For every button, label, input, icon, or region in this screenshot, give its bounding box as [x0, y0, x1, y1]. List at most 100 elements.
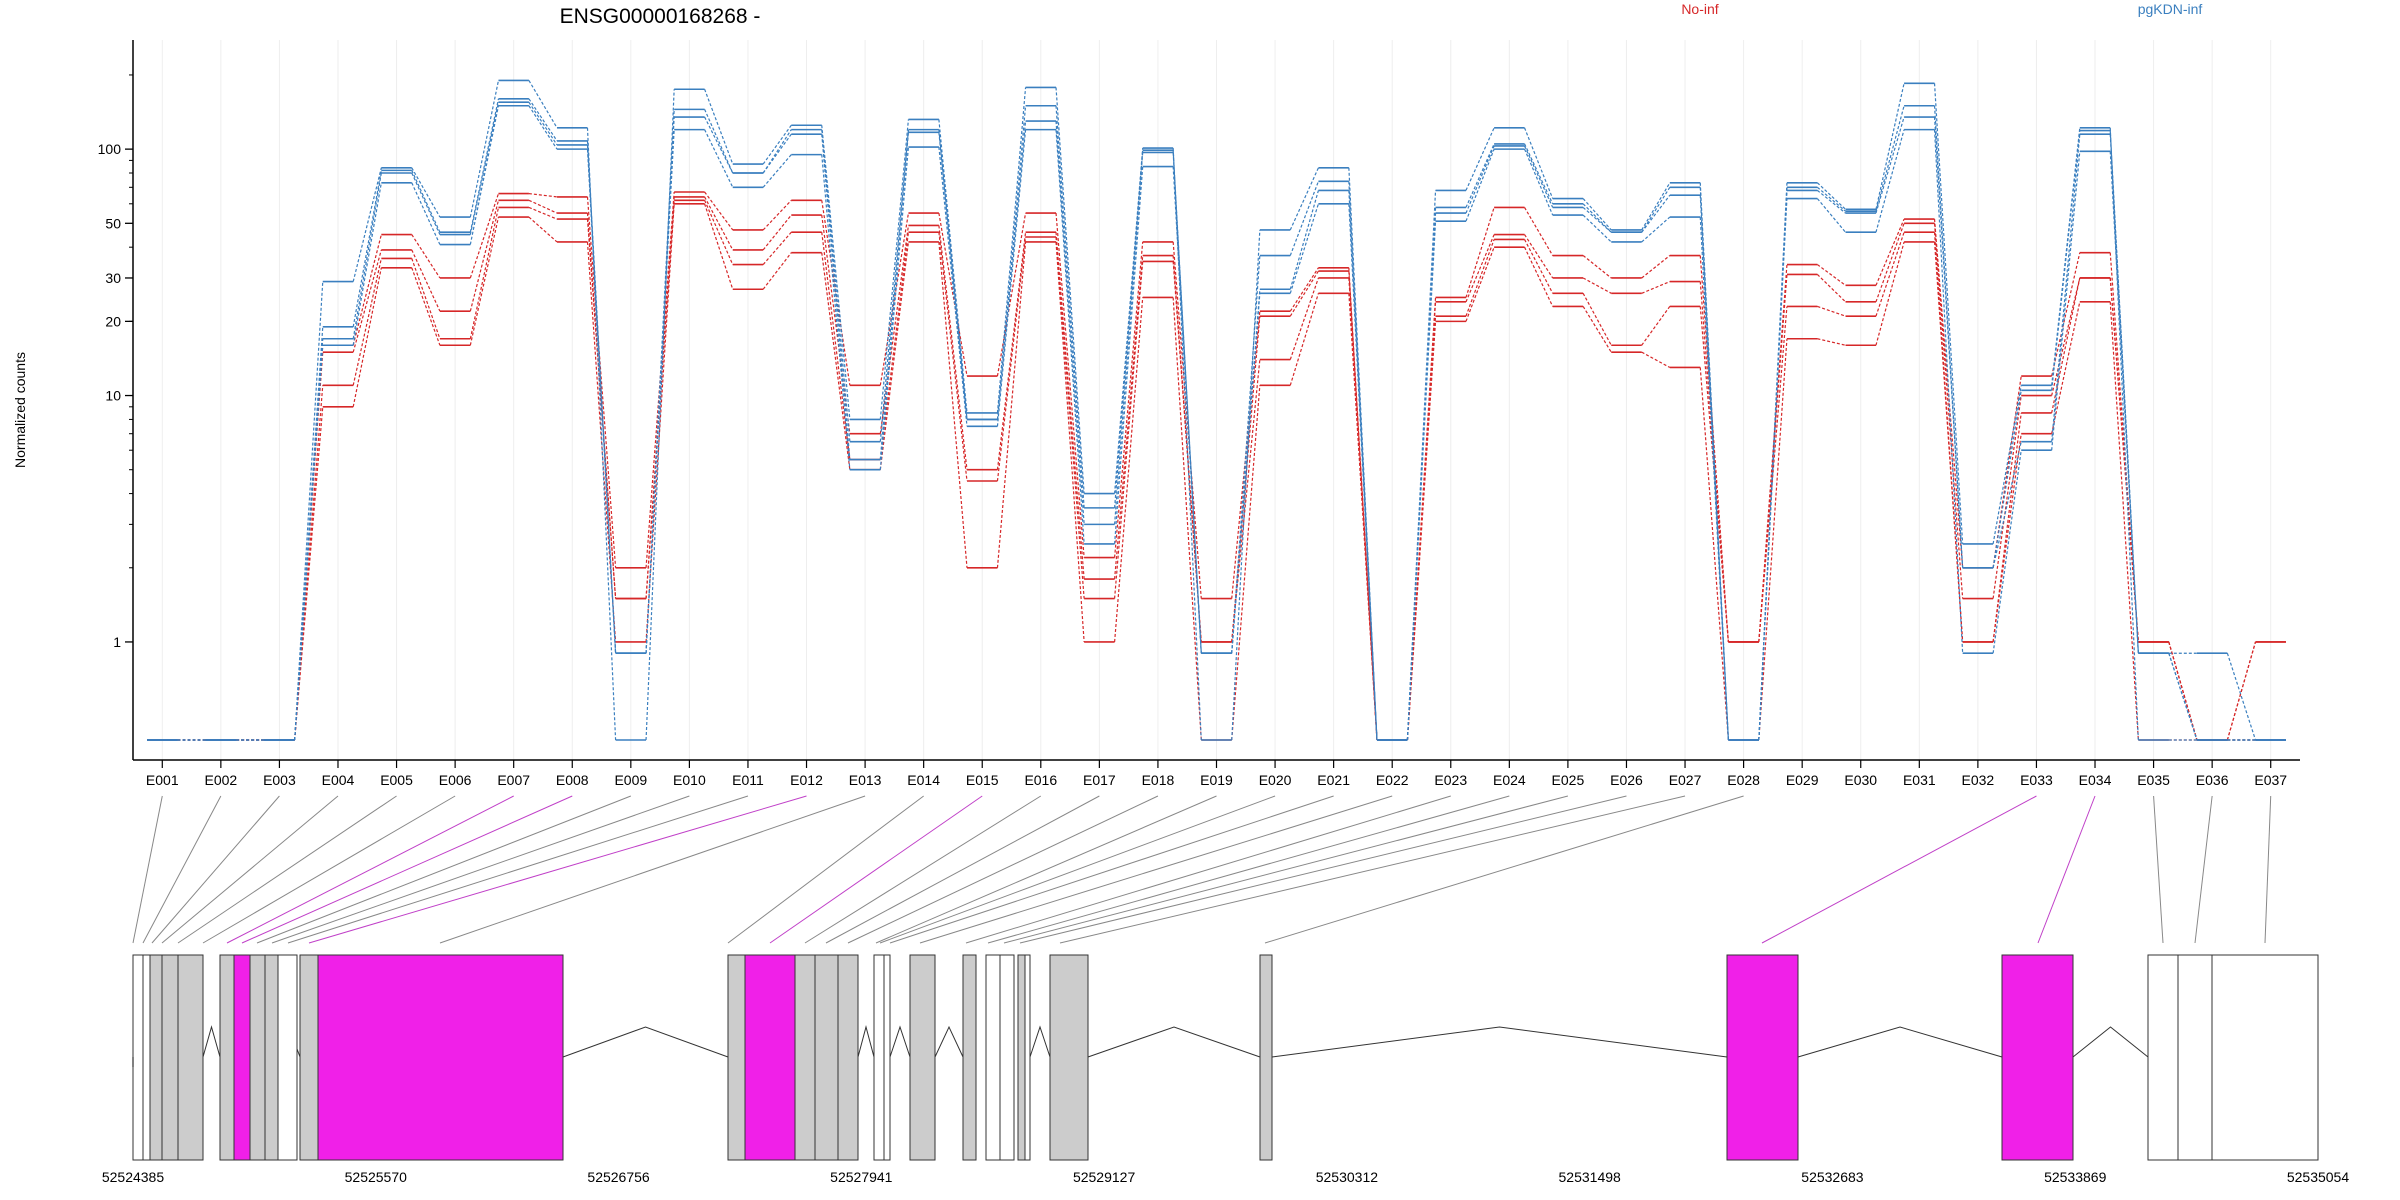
data-connector-line — [1758, 264, 1788, 642]
data-connector-line — [1875, 241, 1905, 346]
intron-line — [1797, 1026, 2003, 1058]
data-connector-line — [1289, 277, 1319, 360]
data-connector-line — [1933, 219, 1964, 568]
data-connector-line — [411, 234, 441, 279]
data-connector-line — [1231, 255, 1261, 654]
data-connector-line — [469, 98, 500, 233]
exon-connector — [256, 795, 632, 944]
data-connector-line — [821, 214, 851, 434]
data-connector-line — [352, 182, 382, 346]
exon-connector — [804, 795, 1042, 944]
data-connector-line — [1348, 271, 1378, 741]
exon-connector — [987, 795, 1510, 944]
exon-box — [985, 954, 1001, 1161]
data-connector-line — [1699, 367, 1729, 741]
y-tick-label: 100 — [98, 141, 122, 157]
data-connector-line — [294, 281, 324, 741]
data-connector-line — [645, 89, 675, 741]
intron-line — [934, 1025, 964, 1058]
exon-connector — [439, 795, 866, 944]
exon-box — [1726, 954, 1799, 1161]
data-connector-line — [469, 207, 500, 339]
x-tick-label: E022 — [1376, 772, 1409, 788]
data-connector-line — [294, 326, 324, 741]
data-connector-line — [352, 170, 382, 327]
x-tick-label: E023 — [1434, 772, 1467, 788]
data-connector-line — [938, 119, 968, 413]
y-axis-label: Normalized counts — [12, 352, 28, 468]
data-connector-line — [1055, 105, 1085, 508]
data-connector-line — [411, 172, 441, 235]
data-connector-line — [1172, 241, 1202, 599]
data-connector-line — [1465, 143, 1495, 208]
data-connector-line — [1992, 395, 2022, 599]
intron-line — [1029, 1025, 1051, 1058]
exon-box — [794, 954, 816, 1161]
intron-line — [562, 1026, 729, 1058]
exon-connector — [132, 795, 163, 944]
data-connector-line — [1875, 129, 1905, 233]
data-connector-line — [2109, 301, 2139, 741]
exon-box — [2001, 954, 2074, 1161]
data-connector-line — [1231, 229, 1261, 741]
data-connector-line — [996, 236, 1027, 482]
data-connector-line — [938, 146, 968, 427]
data-connector-line — [1875, 116, 1905, 214]
data-connector-line — [879, 119, 910, 420]
x-tick-label: E020 — [1259, 772, 1292, 788]
exon-connector — [965, 795, 1451, 944]
data-connector-line — [1231, 316, 1261, 642]
x-tick-label: E002 — [204, 772, 237, 788]
exon-connectors — [132, 795, 2272, 944]
data-connector-line — [1465, 145, 1495, 214]
x-tick-label: E017 — [1083, 772, 1116, 788]
data-connector-line — [586, 140, 617, 654]
data-connector-line — [528, 199, 558, 214]
data-connector-line — [938, 129, 968, 420]
data-connector-line — [1348, 181, 1378, 741]
x-tick-label: E019 — [1200, 772, 1233, 788]
data-connector-line — [1641, 281, 1671, 294]
data-connector-line — [2051, 301, 2081, 434]
exon-connector — [1059, 795, 1686, 944]
data-connector-line — [528, 216, 558, 243]
x-tick-label: E005 — [380, 772, 413, 788]
data-connector-line — [1113, 297, 1144, 642]
data-connector-line — [1933, 223, 1964, 599]
data-connector-line — [762, 231, 792, 265]
data-connector-line — [528, 193, 558, 198]
data-connector-line — [1875, 83, 1905, 210]
data-connector-line — [879, 232, 910, 460]
intron-line — [2072, 1026, 2149, 1058]
data-connector-line — [469, 105, 500, 245]
exon-connector — [308, 795, 807, 944]
data-connector-line — [996, 87, 1027, 413]
data-connector-line — [1641, 216, 1671, 243]
exon-connector — [769, 795, 983, 944]
data-connector-line — [938, 213, 968, 377]
data-connector-line — [1524, 148, 1554, 216]
data-connector-line — [2109, 277, 2139, 642]
data-connector-line — [1172, 150, 1202, 654]
exon-box — [837, 954, 859, 1161]
data-connector-line — [1113, 255, 1144, 580]
data-connector-line — [2226, 641, 2257, 741]
data-connector-line — [411, 170, 441, 233]
data-connector-line — [1816, 274, 1846, 303]
data-connector-line — [1992, 385, 2022, 544]
data-connector-line — [1641, 306, 1671, 346]
data-connector-line — [645, 203, 675, 642]
data-connector-line — [1582, 306, 1612, 353]
data-connector-line — [1465, 207, 1495, 298]
data-connector-line — [1641, 351, 1671, 368]
data-connector-line — [821, 125, 851, 420]
data-connector-line — [1231, 289, 1261, 654]
data-connector-line — [1992, 412, 2022, 643]
data-connector-line — [704, 116, 734, 174]
x-tick-label: E015 — [966, 772, 999, 788]
data-connector-line — [2051, 134, 2081, 442]
intron-line — [1271, 1026, 1728, 1058]
data-connector-line — [2168, 653, 2198, 741]
x-tick-label: E018 — [1142, 772, 1175, 788]
data-connector-line — [704, 109, 734, 174]
